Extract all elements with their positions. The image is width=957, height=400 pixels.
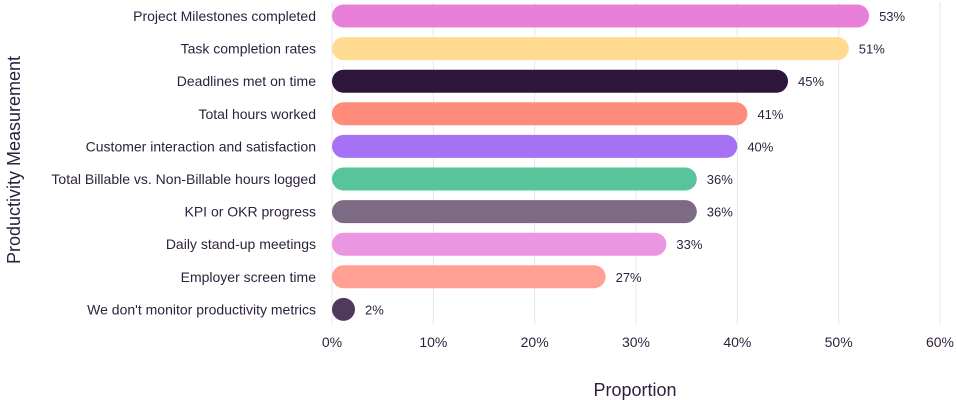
value-label: 27% <box>616 270 642 285</box>
value-label: 33% <box>676 237 702 252</box>
bar <box>332 102 748 126</box>
bar <box>332 232 667 256</box>
value-label: 51% <box>859 42 885 57</box>
bars <box>332 4 870 321</box>
x-tick-label: 50% <box>825 334 853 350</box>
bar <box>332 297 355 321</box>
x-tick-label: 40% <box>723 334 751 350</box>
bar <box>332 167 697 191</box>
category-label: Daily stand-up meetings <box>166 236 316 252</box>
category-label: We don't monitor productivity metrics <box>87 301 316 317</box>
x-tick-label: 10% <box>419 334 447 350</box>
category-label: Customer interaction and satisfaction <box>86 138 316 154</box>
category-labels: Project Milestones completed Task complet… <box>51 8 316 317</box>
y-axis-title: Productivity Measurement <box>4 56 24 264</box>
x-axis-title: Proportion <box>593 380 676 400</box>
category-label: Total Billable vs. Non-Billable hours lo… <box>51 171 316 187</box>
x-tick-label: 0% <box>322 334 342 350</box>
value-labels: 53% 51% 45% 41% 40% 36% 36% 33% 27% 2% <box>365 9 906 317</box>
x-tick-label: 60% <box>926 334 954 350</box>
bar <box>332 37 849 61</box>
category-label: Employer screen time <box>181 269 317 285</box>
bar <box>332 200 697 224</box>
x-tick-label: 20% <box>521 334 549 350</box>
value-label: 36% <box>707 172 733 187</box>
category-label: Project Milestones completed <box>133 8 316 24</box>
value-label: 53% <box>879 9 905 24</box>
category-label: Deadlines met on time <box>177 73 317 89</box>
value-label: 40% <box>747 139 773 154</box>
category-label: Total hours worked <box>198 106 316 122</box>
bar <box>332 134 738 158</box>
bar <box>332 4 870 28</box>
x-tick-labels: 0% 10% 20% 30% 40% 50% 60% <box>322 334 954 350</box>
value-label: 45% <box>798 74 824 89</box>
bar <box>332 69 788 93</box>
value-label: 36% <box>707 205 733 220</box>
category-label: Task completion rates <box>181 41 316 57</box>
x-tick-label: 30% <box>622 334 650 350</box>
value-label: 41% <box>757 107 783 122</box>
value-label: 2% <box>365 302 384 317</box>
category-label: KPI or OKR progress <box>185 204 317 220</box>
bar <box>332 265 606 289</box>
